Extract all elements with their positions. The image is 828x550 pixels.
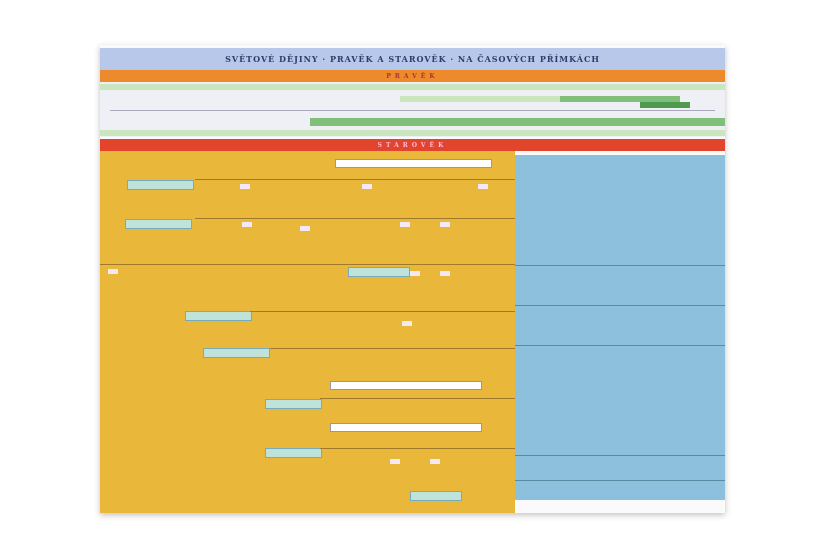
timeline-poster: SVĚTOVÉ DĚJINY · PRAVĚK A STAROVĚK · NA … bbox=[100, 45, 725, 513]
antiquity-left-panel bbox=[100, 151, 515, 513]
prehistory-section bbox=[100, 82, 725, 137]
antiquity-band: STAROVĚK bbox=[100, 139, 725, 151]
prehistory-band: PRAVĚK bbox=[100, 70, 725, 82]
poster-title: SVĚTOVÉ DĚJINY · PRAVĚK A STAROVĚK · NA … bbox=[100, 48, 725, 70]
antiquity-right-panel bbox=[515, 155, 725, 500]
